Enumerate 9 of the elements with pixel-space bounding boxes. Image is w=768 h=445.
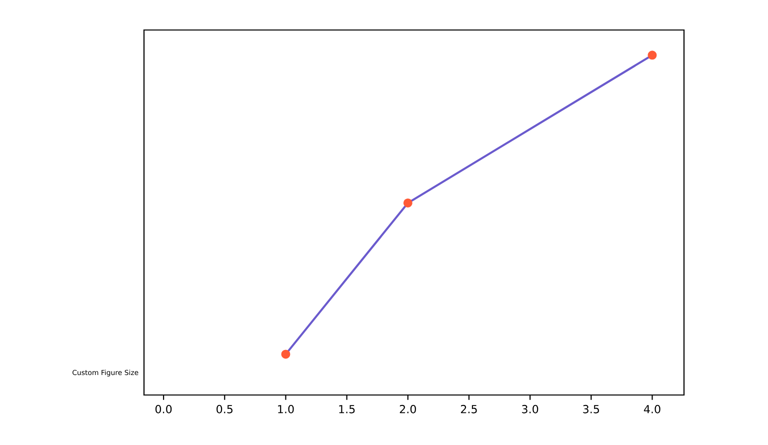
x-tick-label: 2.0: [400, 404, 416, 414]
x-tick-label: 0.0: [155, 404, 172, 414]
x-tick-label: 4.0: [644, 404, 660, 414]
x-tick-label: 3.5: [583, 404, 600, 414]
x-tick-label: 2.5: [460, 404, 477, 414]
x-tick-label: 1.0: [278, 404, 294, 414]
x-tick-label: 0.5: [216, 404, 232, 414]
x-tick-label: 1.5: [339, 405, 355, 414]
x-tick-label: 3.0: [522, 404, 538, 414]
